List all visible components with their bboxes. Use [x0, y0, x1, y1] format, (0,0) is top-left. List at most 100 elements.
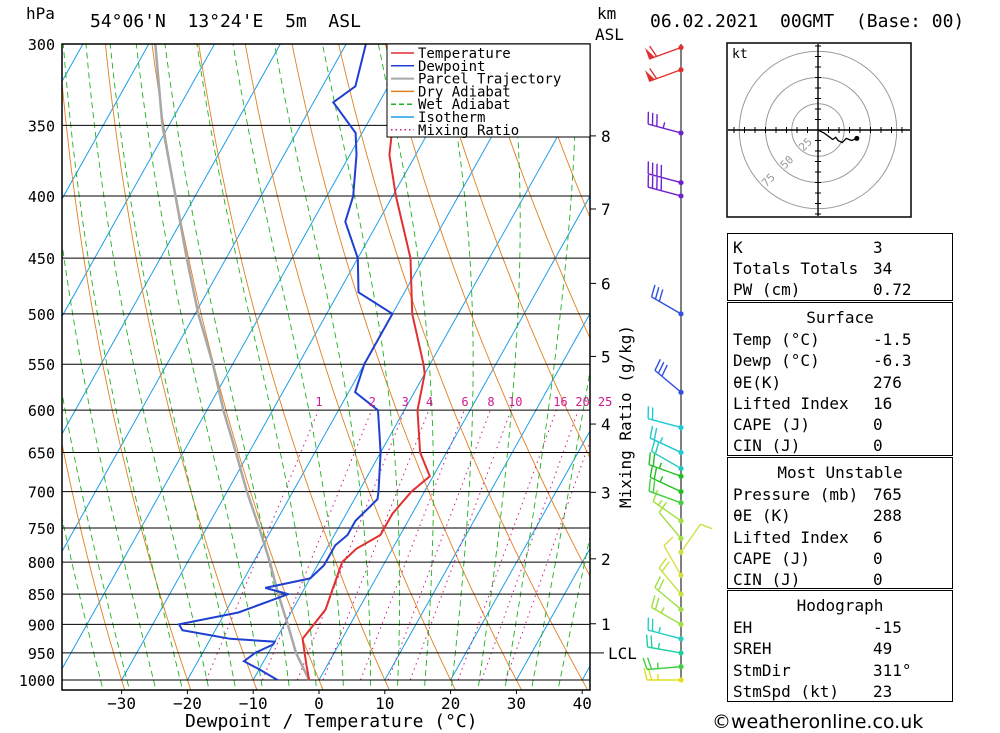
dry-adiabat-line [431, 44, 590, 459]
hpa-label: hPa [26, 4, 55, 23]
hodograph-endpoint [854, 135, 860, 141]
km-label: 3 [601, 483, 611, 502]
wind-barb [648, 452, 684, 479]
legend-label: Temperature [418, 46, 511, 62]
datetime-title: 06.02.2021 00GMT (Base: 00) [650, 11, 965, 32]
wind-barb [654, 358, 684, 395]
x-tick-label: −10 [239, 694, 268, 713]
mixing-ratio-label: 20 [575, 395, 589, 409]
hodo-value: 23 [873, 682, 893, 701]
mu-value: 765 [873, 485, 902, 504]
temperature-profile [301, 44, 432, 681]
skewt-chart: 1 2 3 4 6 8 10 16 20 2530035040045050055060065070… [19, 26, 730, 732]
index-value: 3 [873, 238, 883, 257]
wet-adiabat-line [504, 44, 577, 690]
mixing-ratio-line [505, 439, 590, 681]
hodograph-unit-label: kt [732, 47, 748, 62]
wind-barb [650, 439, 684, 472]
surface-key: θE(K) [733, 373, 782, 392]
dry-adiabat-line [62, 441, 126, 690]
x-tick-label: 0 [314, 694, 324, 713]
legend-label: Wet Adiabat [418, 97, 511, 113]
isotherm-line [318, 195, 590, 681]
hodograph-indices-box: Hodograph EH -15 SREH 49 StmDir 311° StmSpd… [727, 590, 953, 702]
dry-adiabat-line [104, 44, 258, 690]
isotherm-line [450, 430, 590, 681]
mixing-ratio-label: 6 [461, 395, 468, 409]
pressure-label: 450 [28, 250, 55, 268]
pressure-label: 800 [28, 554, 55, 572]
dry-adiabat-line [244, 44, 456, 690]
mixing-ratio-line [296, 409, 406, 681]
surface-value: -1.5 [873, 330, 912, 349]
km-label: km [597, 4, 617, 23]
km-label: 5 [601, 347, 611, 366]
wet-adiabat-line [85, 44, 210, 690]
pressure-label: 500 [28, 306, 55, 324]
hodo-value: -15 [873, 618, 902, 637]
surface-value: -6.3 [873, 351, 912, 370]
legend-label: Dewpoint [418, 59, 485, 75]
dry-adiabat-line [384, 44, 590, 578]
mixing-ratio-line [409, 409, 512, 681]
lcl-label: LCL [608, 644, 637, 663]
mu-key: CAPE (J) [733, 549, 811, 568]
mixing-ratio-line [481, 409, 579, 681]
pressure-label: 350 [28, 117, 55, 135]
most-unstable-box: Most Unstable Pressure (mb) 765 θE (K) 288… [727, 457, 953, 589]
surface-value: 0 [873, 415, 883, 434]
wind-barb [658, 557, 684, 597]
wet-adiabat-line [196, 44, 317, 690]
pressure-label: 650 [28, 444, 55, 462]
indices-panel: K 3 Totals Totals 34 PW (cm) 0.72 Surfac… [727, 233, 954, 703]
index-key: Totals Totals [733, 259, 859, 278]
isotherm-line [62, 44, 215, 318]
wind-barb [650, 595, 684, 627]
dry-adiabat-line [338, 44, 589, 690]
mixing-ratio-line [205, 409, 319, 681]
wet-adiabat-line [135, 44, 264, 690]
dry-adiabat-line [658, 26, 730, 706]
most-unstable-title: Most Unstable [777, 463, 903, 482]
km-label: 4 [601, 415, 611, 434]
x-tick-label: −20 [173, 694, 202, 713]
isotherm-line [62, 44, 150, 200]
hodo-key: EH [733, 618, 753, 637]
mixing-ratio-label: 10 [508, 395, 522, 409]
wet-adiabat-line [164, 44, 290, 690]
surface-key: Dewp (°C) [733, 351, 820, 370]
mixing-ratio-line [457, 409, 557, 681]
wind-barb [649, 464, 684, 495]
x-tick-label: −30 [107, 694, 136, 713]
index-row-k: K 3 [733, 238, 947, 259]
mu-key: CIN (J) [733, 570, 801, 589]
pressure-label: 700 [28, 484, 55, 502]
mixing-ratio-label: 25 [598, 395, 612, 409]
wet-adiabat-line [109, 44, 237, 690]
index-value: 34 [873, 259, 893, 278]
x-tick-label: 10 [375, 694, 394, 713]
surface-key: CIN (J) [733, 436, 801, 455]
mixing-ratio-line [387, 409, 491, 681]
km-label: 7 [601, 200, 611, 219]
watermark: ©weatheronline.co.uk [712, 711, 924, 733]
isotherm-line [252, 77, 590, 681]
pressure-label: 600 [28, 402, 55, 420]
hodograph-indices-title: Hodograph [796, 596, 884, 615]
km-label: 8 [601, 127, 611, 146]
wet-adiabat-line [530, 368, 590, 690]
mixing-ratio-axis-label: Mixing Ratio (g/kg) [616, 325, 635, 508]
index-key: PW (cm) [733, 280, 801, 299]
legend-box [386, 43, 591, 138]
wind-barb [645, 634, 684, 656]
location-title: 54°06'N 13°24'E 5m ASL [90, 11, 361, 32]
mu-value: 288 [873, 506, 902, 525]
isotherm-line [648, 44, 730, 680]
wind-barb [650, 284, 684, 317]
mixing-ratio-line [262, 409, 373, 681]
hodo-key: SREH [733, 639, 772, 658]
legend-label: Mixing Ratio [418, 123, 519, 139]
pressure-label: 1000 [19, 672, 55, 690]
mixing-ratio-label: 1 [315, 395, 322, 409]
wet-adiabat-line [322, 44, 401, 690]
